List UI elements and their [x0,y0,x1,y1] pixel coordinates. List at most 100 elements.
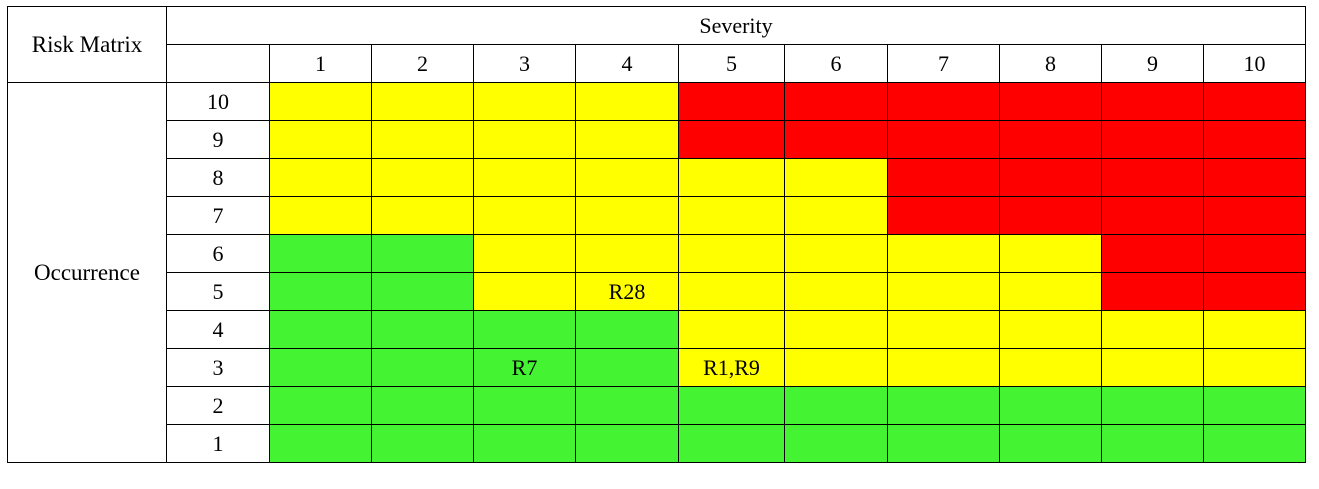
risk-cell [269,196,372,235]
risk-cell [887,348,1000,387]
severity-level-2: 2 [371,44,474,83]
severity-label: Severity [166,6,1306,45]
risk-cell [371,120,474,159]
risk-cell [473,310,576,349]
risk-cell [784,348,888,387]
severity-level-1: 1 [269,44,372,83]
matrix-row: 8 [8,158,1306,197]
risk-cell [1203,82,1306,121]
occurrence-level: 10 [166,82,270,121]
risk-cell [1203,272,1306,311]
risk-cell [1203,196,1306,235]
matrix-row: Occurrence 10 [7,82,1306,463]
risk-cell [887,158,1000,197]
risk-cell [473,196,576,235]
risk-cell [371,158,474,197]
risk-cell: R28 [575,272,679,311]
risk-cell [999,424,1102,463]
risk-cell [1203,348,1306,387]
severity-level-9: 9 [1101,44,1204,83]
risk-cell [784,272,888,311]
risk-cell [269,82,372,121]
risk-cell [269,120,372,159]
risk-cell [269,424,372,463]
occurrence-level: 5 [166,272,270,311]
risk-cell [999,158,1102,197]
risk-cell [678,386,785,425]
risk-cell [473,272,576,311]
risk-cell [269,158,372,197]
occurrence-level: 9 [166,120,270,159]
matrix-row: 7 [8,196,1306,235]
risk-cell [473,234,576,273]
occurrence-level: 8 [166,158,270,197]
matrix-row: 3 R7 R1,R9 [8,348,1306,387]
risk-cell [678,120,785,159]
risk-cell [999,234,1102,273]
risk-cell [575,120,679,159]
risk-matrix: Risk Matrix Severity 1 2 3 4 5 6 7 8 9 10 Occurre… [7,6,1306,463]
risk-cell [575,196,679,235]
occurrence-level: 4 [166,310,270,349]
risk-cell [269,386,372,425]
risk-cell [678,82,785,121]
risk-cell [371,272,474,311]
risk-cell [575,348,679,387]
risk-cell [1101,158,1204,197]
matrix-row: 2 [8,386,1306,425]
risk-cell [887,386,1000,425]
risk-cell [1203,120,1306,159]
risk-cell [1203,234,1306,273]
risk-cell [678,272,785,311]
occurrence-level: 6 [166,234,270,273]
risk-cell [784,234,888,273]
risk-cell [371,310,474,349]
risk-cell [371,386,474,425]
matrix-row: 9 [8,120,1306,159]
risk-cell [678,310,785,349]
risk-cell [371,196,474,235]
risk-cell [999,82,1102,121]
risk-cell [1101,386,1204,425]
risk-cell [1101,234,1204,273]
risk-cell [678,234,785,273]
risk-cell [1101,120,1204,159]
risk-cell [1101,82,1204,121]
risk-cell [269,310,372,349]
risk-cell: R1,R9 [678,348,785,387]
occurrence-level: 7 [166,196,270,235]
risk-cell [784,386,888,425]
severity-level-4: 4 [575,44,679,83]
risk-cell [1101,196,1204,235]
risk-cell [473,424,576,463]
risk-cell [887,120,1000,159]
matrix-row: 4 [8,310,1306,349]
risk-cell [1203,310,1306,349]
risk-cell [1101,272,1204,311]
risk-cell [269,272,372,311]
risk-cell [1203,386,1306,425]
severity-level-6: 6 [784,44,888,83]
risk-cell [999,196,1102,235]
severity-level-10: 10 [1203,44,1306,83]
risk-cell [999,348,1102,387]
risk-cell [887,272,1000,311]
risk-cell [575,82,679,121]
risk-cell [473,82,576,121]
risk-cell [371,348,474,387]
occurrence-level: 1 [166,424,270,463]
risk-cell [473,120,576,159]
risk-cell [575,234,679,273]
risk-cell [575,386,679,425]
risk-cell [999,120,1102,159]
risk-cell [269,234,372,273]
risk-cell [784,82,888,121]
risk-cell [887,82,1000,121]
risk-cell [678,196,785,235]
matrix-row: 5 R28 [8,272,1306,311]
risk-cell: R7 [473,348,576,387]
risk-cell [784,120,888,159]
risk-cell [473,158,576,197]
risk-cell [371,234,474,273]
risk-cell [1101,310,1204,349]
